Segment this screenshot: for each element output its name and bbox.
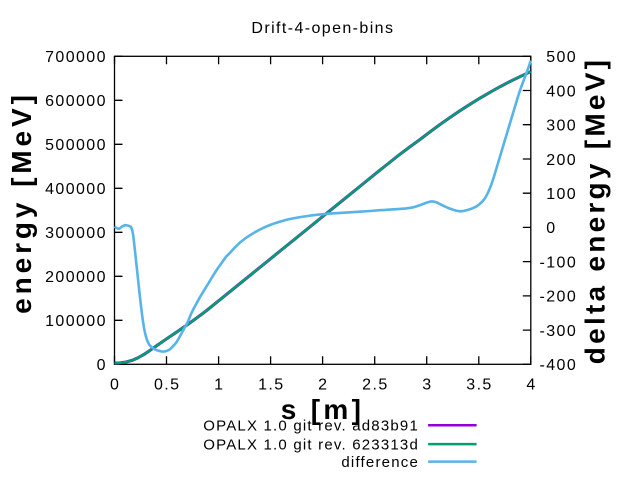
svg-text:500: 500 <box>546 49 577 66</box>
svg-text:3: 3 <box>422 377 432 394</box>
svg-text:100000: 100000 <box>45 313 107 330</box>
svg-text:100: 100 <box>546 186 577 203</box>
svg-text:OPALX 1.0 git rev. 623313d: OPALX 1.0 git rev. 623313d <box>203 436 419 453</box>
svg-text:400: 400 <box>546 83 577 100</box>
svg-text:0.5: 0.5 <box>154 377 180 394</box>
svg-text:2.5: 2.5 <box>362 377 388 394</box>
svg-text:600000: 600000 <box>45 93 107 110</box>
svg-text:2: 2 <box>318 377 328 394</box>
svg-text:Drift-4-open-bins: Drift-4-open-bins <box>251 20 394 37</box>
svg-text:700000: 700000 <box>45 49 107 66</box>
svg-text:0: 0 <box>546 220 556 237</box>
svg-text:400000: 400000 <box>45 181 107 198</box>
svg-text:3.5: 3.5 <box>466 377 492 394</box>
svg-text:0: 0 <box>110 377 120 394</box>
svg-text:300000: 300000 <box>45 225 107 242</box>
svg-text:delta energy [MeV]: delta energy [MeV] <box>579 57 610 364</box>
svg-text:1: 1 <box>214 377 224 394</box>
svg-text:-100: -100 <box>540 254 578 271</box>
svg-text:s [m]: s [m] <box>281 394 364 425</box>
svg-text:300: 300 <box>546 118 577 135</box>
svg-text:1.5: 1.5 <box>258 377 284 394</box>
svg-text:4: 4 <box>526 377 536 394</box>
svg-text:200000: 200000 <box>45 269 107 286</box>
svg-text:energy [MeV]: energy [MeV] <box>6 91 37 314</box>
svg-text:0: 0 <box>97 357 107 374</box>
svg-text:-400: -400 <box>540 357 578 374</box>
svg-text:difference: difference <box>341 454 419 471</box>
svg-text:-200: -200 <box>540 289 578 306</box>
svg-text:500000: 500000 <box>45 137 107 154</box>
svg-text:200: 200 <box>546 152 577 169</box>
svg-text:OPALX 1.0 git rev. ad83b91: OPALX 1.0 git rev. ad83b91 <box>203 417 419 434</box>
svg-text:-300: -300 <box>540 323 578 340</box>
